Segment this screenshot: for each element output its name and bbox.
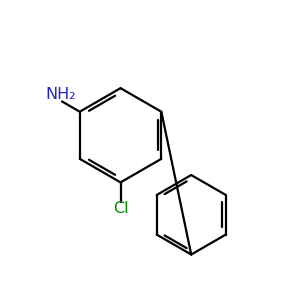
Text: NH₂: NH₂ bbox=[45, 87, 76, 102]
Text: Cl: Cl bbox=[113, 200, 128, 215]
